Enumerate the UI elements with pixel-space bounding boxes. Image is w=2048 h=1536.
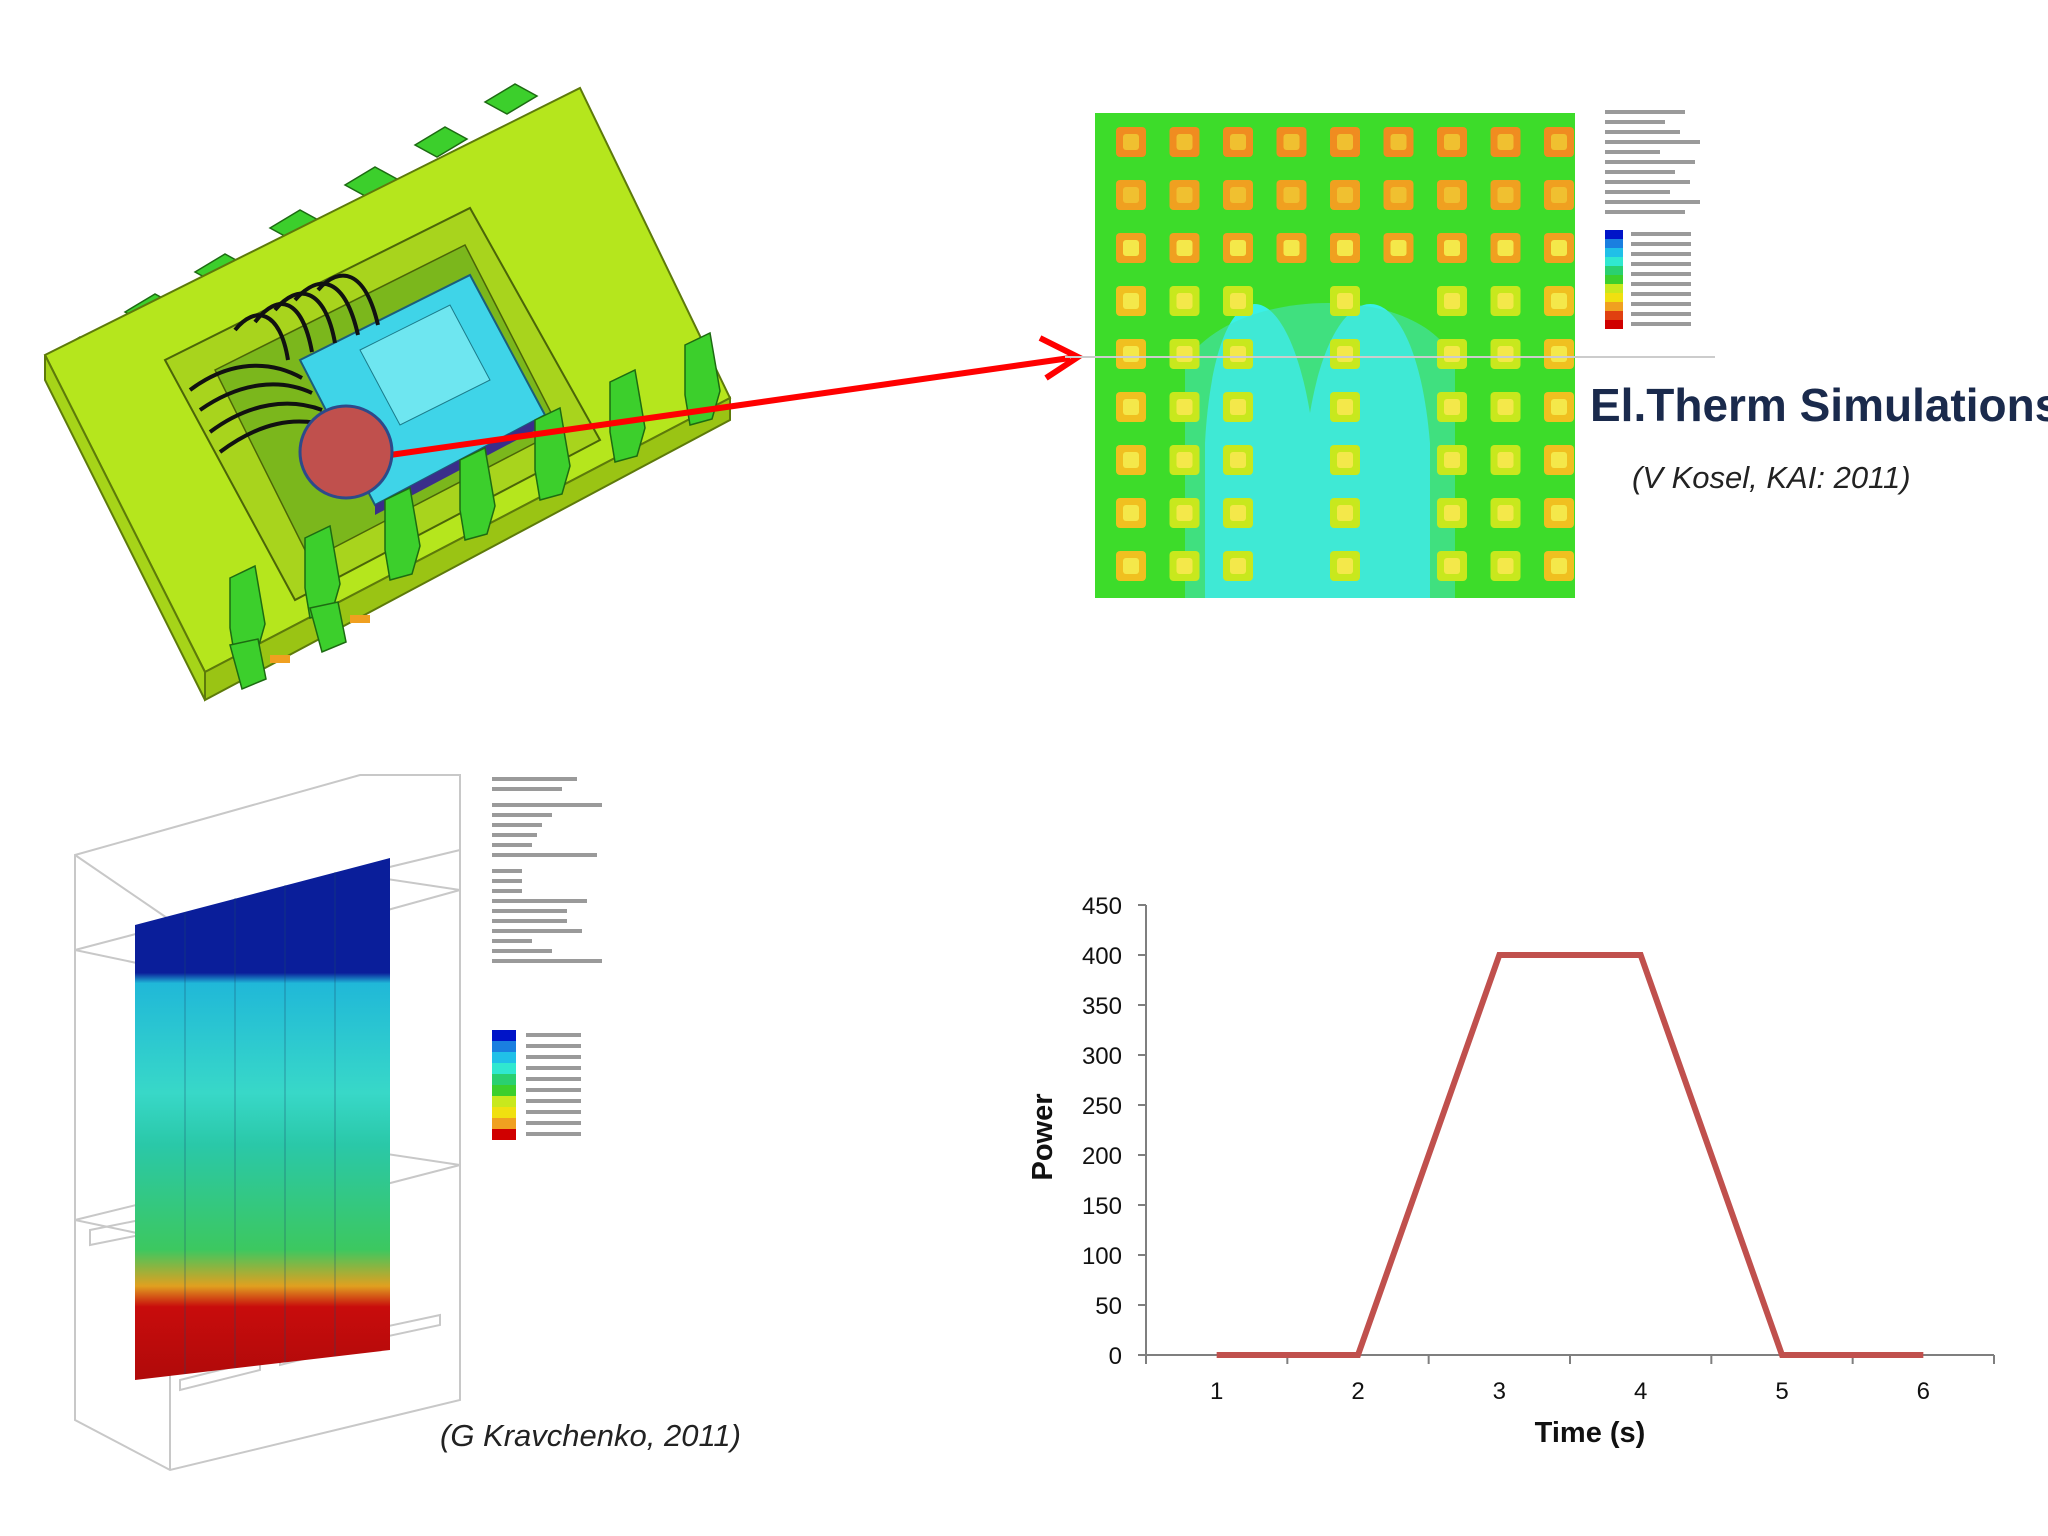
page-title: El.Therm Simulations — [1590, 379, 2048, 431]
credit-cross-section: (G Kravchenko, 2011) — [440, 1418, 741, 1453]
x-tick-label: 1 — [1210, 1378, 1223, 1405]
y-tick-label: 450 — [1082, 893, 1122, 920]
y-tick-label: 50 — [1095, 1293, 1122, 1320]
y-tick-label: 200 — [1082, 1143, 1122, 1170]
cross-section-view — [74, 774, 461, 1472]
y-tick-label: 100 — [1082, 1243, 1122, 1270]
chip-package-illustration — [43, 83, 732, 702]
x-tick-label: 4 — [1634, 1378, 1647, 1405]
y-tick-label: 0 — [1109, 1343, 1122, 1370]
x-axis-label: Time (s) — [1535, 1417, 1646, 1449]
x-tick-label: 2 — [1351, 1378, 1364, 1405]
hotspot-marker — [298, 404, 394, 500]
credit-thermal-map: (V Kosel, KAI: 2011) — [1632, 460, 1911, 495]
y-tick-label: 150 — [1082, 1193, 1122, 1220]
y-tick-label: 350 — [1082, 993, 1122, 1020]
thermal-legend — [1065, 110, 1715, 358]
x-tick-label: 3 — [1493, 1378, 1506, 1405]
x-tick-label: 6 — [1917, 1378, 1930, 1405]
thermal-map — [1095, 113, 1575, 598]
y-axis-label: Power — [1027, 1093, 1059, 1180]
power-series-line — [1216, 952, 1924, 1358]
y-tick-label: 400 — [1082, 943, 1122, 970]
cross-section-legend — [492, 777, 602, 1140]
y-tick-label: 250 — [1082, 1093, 1122, 1120]
y-tick-label: 300 — [1082, 1043, 1122, 1070]
x-tick-label: 5 — [1775, 1378, 1788, 1405]
